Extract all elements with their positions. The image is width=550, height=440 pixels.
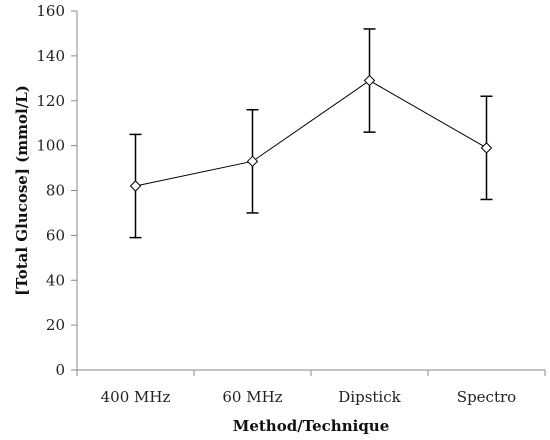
x-tick-label: Spectro xyxy=(457,388,516,406)
x-tick-label: 400 MHz xyxy=(101,388,171,406)
y-axis-title: [Total Glucose] (mmol/L) xyxy=(13,85,31,296)
axes xyxy=(71,10,546,376)
y-tick-label: 140 xyxy=(36,47,65,65)
y-tick-label: 60 xyxy=(46,226,65,244)
y-tick-label: 40 xyxy=(46,271,65,289)
x-tick-label: Dipstick xyxy=(338,388,401,406)
series-line-group xyxy=(135,79,487,187)
x-tick-labels: 400 MHz 60 MHz Dipstick Spectro xyxy=(101,388,517,406)
data-point xyxy=(246,155,259,168)
data-point xyxy=(480,142,493,154)
error-bars xyxy=(129,28,493,239)
y-tick-label: 120 xyxy=(36,92,65,110)
x-tick-label: 60 MHz xyxy=(222,388,282,406)
series-line xyxy=(135,79,487,187)
data-point xyxy=(363,74,376,87)
y-tick-label: 100 xyxy=(36,137,65,155)
x-axis-title: Method/Technique xyxy=(233,417,390,435)
y-tick-label: 80 xyxy=(46,182,65,200)
data-point xyxy=(129,180,142,192)
y-tick-labels: 0 20 40 60 80 100 120 140 160 xyxy=(36,2,65,379)
y-tick-label: 0 xyxy=(55,361,65,379)
y-tick-label: 160 xyxy=(36,2,65,20)
data-markers xyxy=(129,74,493,192)
y-tick-label: 20 xyxy=(46,316,65,334)
